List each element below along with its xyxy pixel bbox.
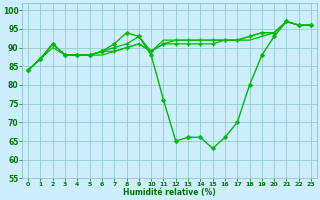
X-axis label: Humidité relative (%): Humidité relative (%)	[123, 188, 216, 197]
